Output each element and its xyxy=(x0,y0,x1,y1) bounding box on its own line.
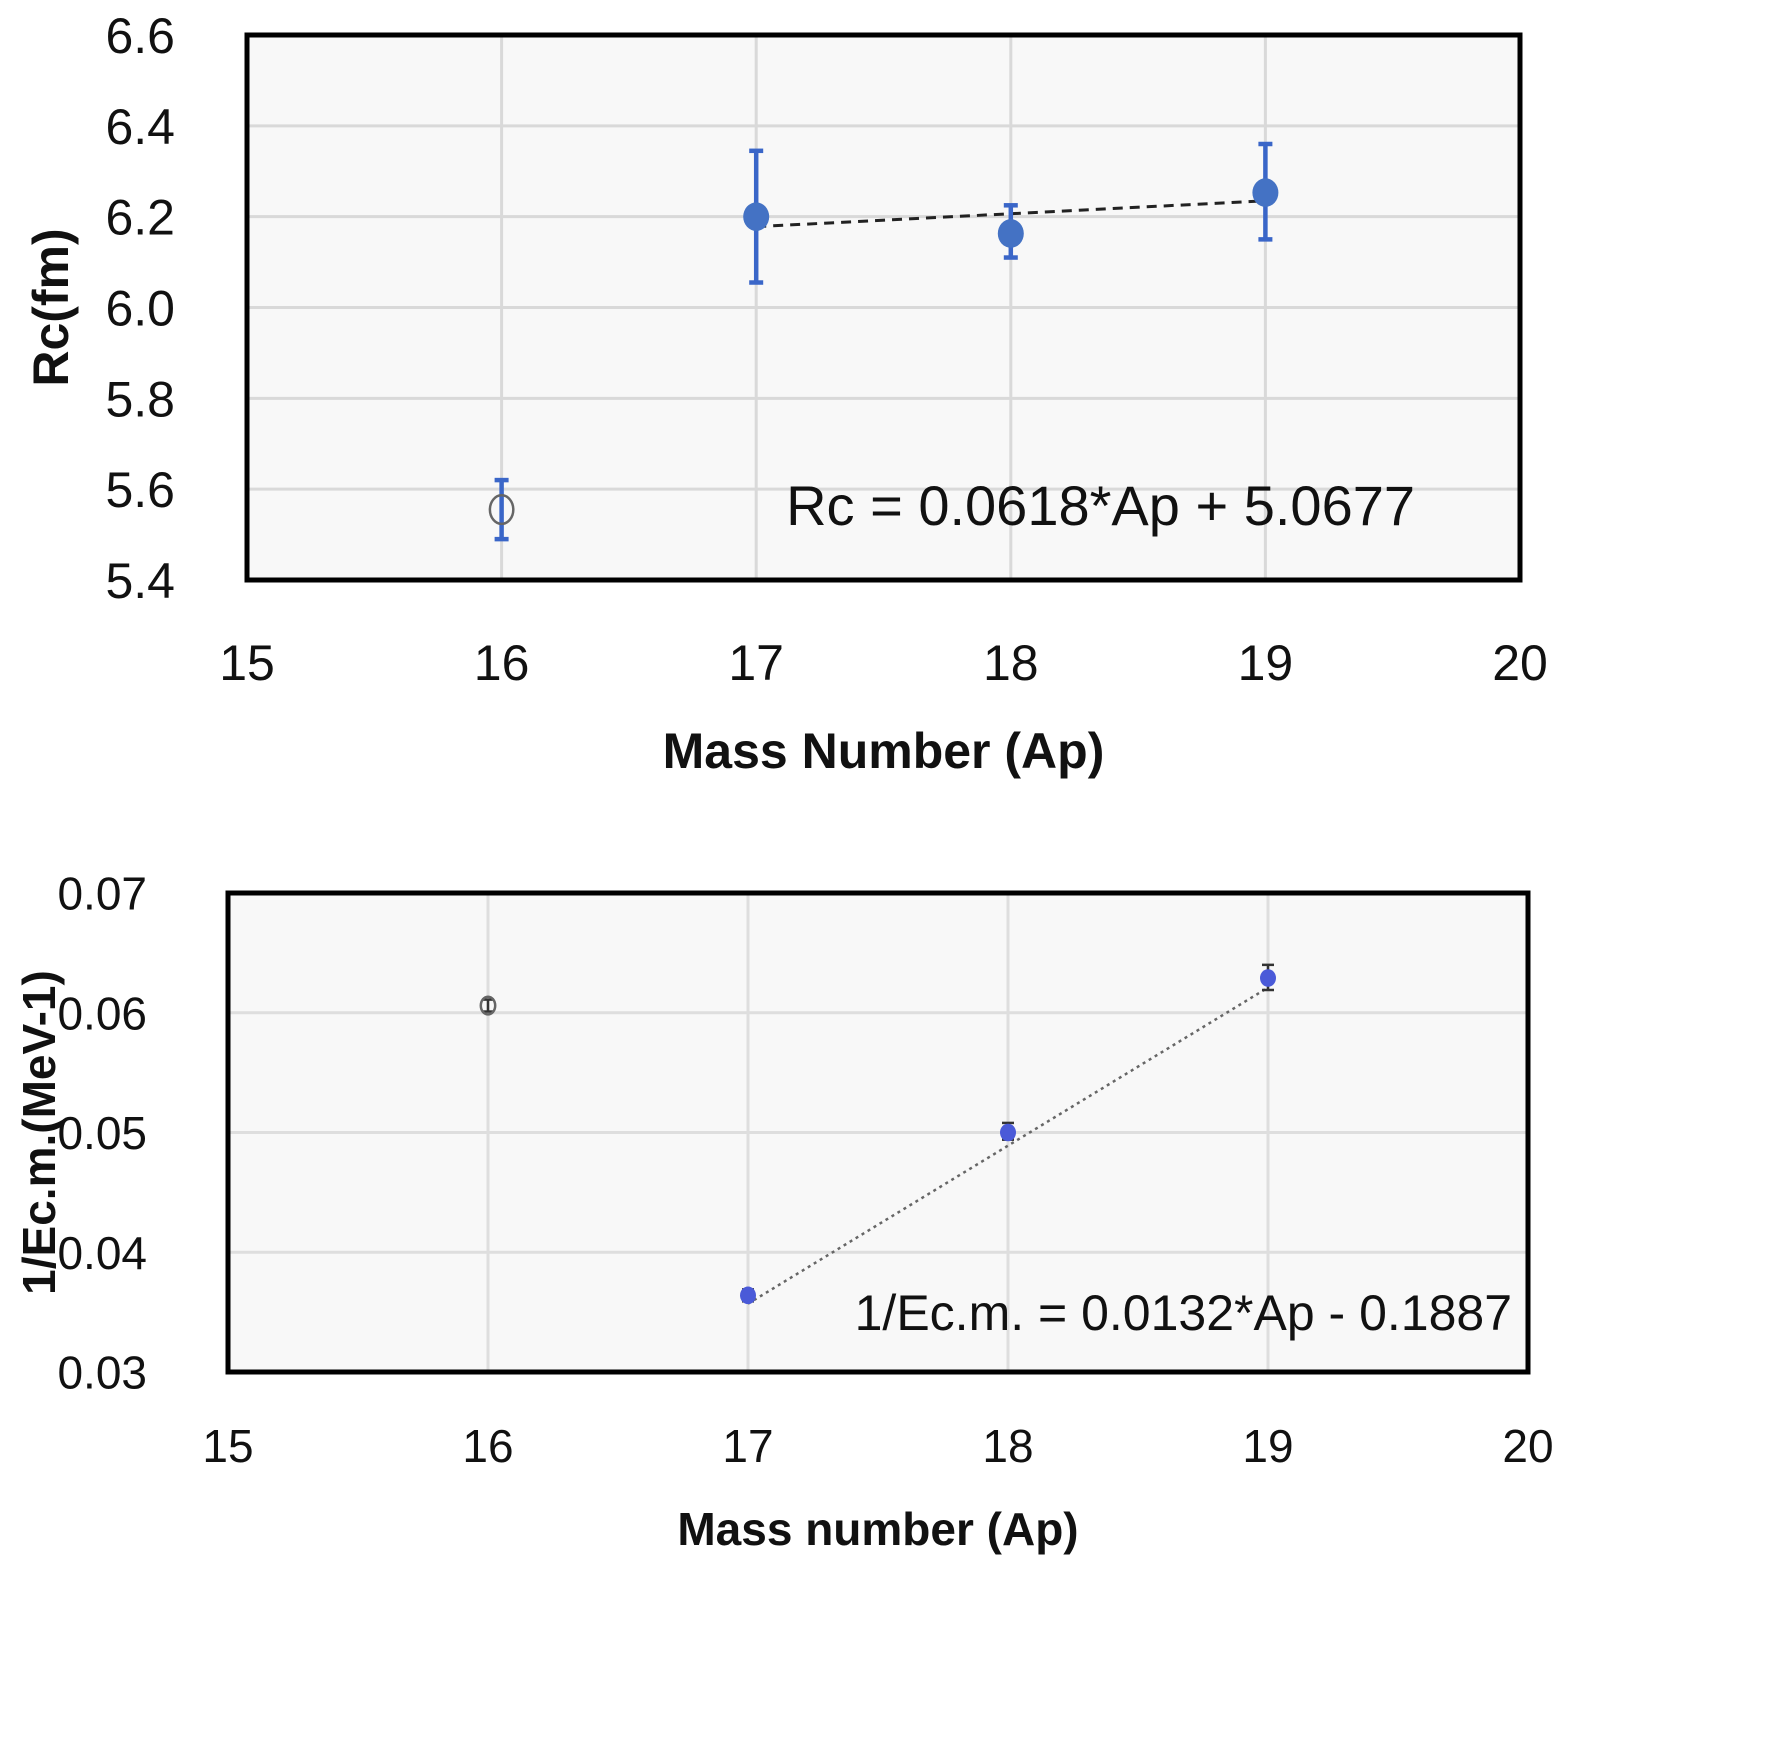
y-axis-title: Rc(fm) xyxy=(23,228,79,386)
trendline-equation: 1/Ec.m. = 0.0132*Ap - 0.1887 xyxy=(855,1285,1512,1341)
y-tick-label: 6.0 xyxy=(105,281,175,337)
data-point xyxy=(1260,969,1276,987)
x-tick-label: 16 xyxy=(462,1420,513,1472)
x-tick-label: 19 xyxy=(1242,1420,1293,1472)
x-axis-title: Mass Number (Ap) xyxy=(663,723,1105,779)
data-point xyxy=(1000,1123,1016,1142)
data-point-hollow xyxy=(488,494,515,526)
x-tick-label: 15 xyxy=(202,1420,253,1472)
y-tick-label: 6.4 xyxy=(105,99,175,155)
y-tick-label: 5.8 xyxy=(105,371,175,427)
chart-1: 5.4 5.6 5.8 6.0 6.2 6.4 6.6 15 16 17 18 19 20 Mass Nu… xyxy=(23,8,1548,779)
data-point xyxy=(997,219,1024,248)
x-axis-title: Mass number (Ap) xyxy=(677,1503,1078,1555)
x-tick-label: 18 xyxy=(982,1420,1033,1472)
y-tick-label: 0.06 xyxy=(57,987,147,1039)
data-point xyxy=(1252,178,1279,207)
y-tick-label: 0.03 xyxy=(57,1347,147,1399)
y-tick-label: 0.05 xyxy=(57,1107,147,1159)
y-tick-label: 0.07 xyxy=(57,868,147,920)
x-tick-label: 16 xyxy=(474,635,530,691)
chart-2: 0.03 0.04 0.05 0.06 0.07 15 16 17 18 19 20 Mass num… xyxy=(13,868,1554,1555)
y-tick-label: 5.4 xyxy=(105,553,175,609)
x-tick-label: 20 xyxy=(1492,635,1548,691)
x-tick-label: 17 xyxy=(728,635,784,691)
y-axis-title: 1/Ec.m.(MeV-1) xyxy=(13,970,65,1295)
plot-border xyxy=(244,32,1523,583)
y-tick-label: 6.6 xyxy=(105,8,175,64)
trendline-equation: Rc = 0.0618*Ap + 5.0677 xyxy=(786,474,1415,537)
data-point xyxy=(743,202,770,231)
x-tick-label: 20 xyxy=(1502,1420,1553,1472)
y-tick-label: 0.04 xyxy=(57,1227,147,1279)
plot-border xyxy=(225,890,1531,1375)
x-tick-label: 19 xyxy=(1238,635,1294,691)
x-tick-label: 15 xyxy=(219,635,275,691)
data-point xyxy=(740,1286,756,1305)
y-tick-label: 5.6 xyxy=(105,462,175,518)
x-tick-label: 17 xyxy=(722,1420,773,1472)
data-point-hollow xyxy=(479,995,497,1016)
x-tick-label: 18 xyxy=(983,635,1039,691)
y-tick-label: 6.2 xyxy=(105,190,175,246)
